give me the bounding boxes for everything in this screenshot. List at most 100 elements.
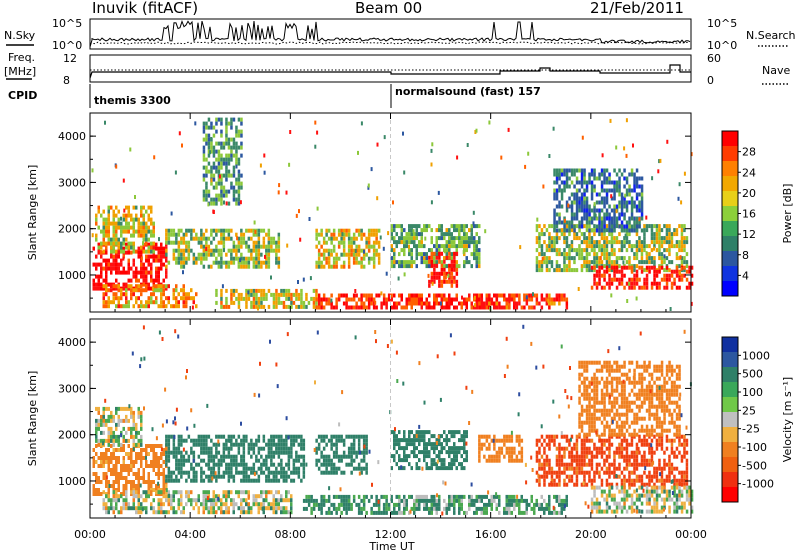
power-cell xyxy=(235,141,238,146)
power-cell xyxy=(573,168,576,173)
power-cell xyxy=(127,300,130,305)
vel-cell xyxy=(505,438,509,443)
power-cell xyxy=(590,184,594,189)
vel-cell xyxy=(137,480,140,484)
power-cell xyxy=(608,256,611,261)
power-point xyxy=(431,281,434,286)
vel-cell xyxy=(265,442,268,447)
power-cell xyxy=(468,297,471,302)
vel-cell xyxy=(132,434,135,439)
power-cell xyxy=(605,260,609,265)
vel-cell xyxy=(195,502,198,507)
power-cell xyxy=(628,256,631,261)
vel-cell xyxy=(177,438,181,443)
power-cell xyxy=(372,248,376,253)
power-cell xyxy=(157,250,160,255)
vel-cell xyxy=(115,464,118,468)
power-cell xyxy=(445,264,448,269)
vel-cell xyxy=(360,470,363,475)
power-cell xyxy=(267,240,271,245)
vel-cell xyxy=(503,438,506,443)
power-cell xyxy=(370,293,373,298)
vel-cell xyxy=(330,446,333,451)
power-cell xyxy=(588,224,591,229)
power-cell xyxy=(618,269,621,274)
power-cell xyxy=(405,236,408,241)
vel-cell xyxy=(470,502,473,507)
power-cell xyxy=(312,304,316,309)
vel-cell xyxy=(140,442,143,447)
power-cell xyxy=(568,256,571,261)
power-cell xyxy=(620,212,624,217)
power-cell xyxy=(438,251,441,256)
vel-cell xyxy=(315,450,318,455)
vel-cell xyxy=(483,494,486,499)
power-cell xyxy=(555,264,559,269)
power-cell xyxy=(450,301,453,306)
power-cell xyxy=(685,277,689,282)
power-cell xyxy=(690,265,694,270)
power-cell xyxy=(635,248,639,253)
power-cell xyxy=(430,255,434,260)
power-cell xyxy=(428,248,431,253)
power-region-5 xyxy=(215,288,318,309)
power-point xyxy=(327,252,330,257)
vel-cell xyxy=(340,438,343,443)
power-cell xyxy=(202,129,206,134)
vel-cell xyxy=(122,490,125,495)
vel-cell xyxy=(415,438,418,443)
vel-cell xyxy=(205,502,208,507)
vel-cell xyxy=(150,460,153,464)
power-cell xyxy=(210,197,213,202)
power-point xyxy=(473,295,476,300)
power-cell xyxy=(610,188,614,193)
vel-cell xyxy=(393,510,396,515)
power-cell xyxy=(398,236,401,241)
power-cell xyxy=(162,250,165,255)
power-cell xyxy=(260,304,263,309)
vel-cell xyxy=(498,446,501,451)
power-cell xyxy=(375,228,378,233)
vel-cell xyxy=(225,438,228,443)
power-cell xyxy=(215,157,218,162)
power-cell xyxy=(240,240,243,245)
vel-cell xyxy=(423,434,426,439)
vel-cell xyxy=(327,470,331,475)
power-cell xyxy=(623,184,626,189)
vel-cell xyxy=(272,478,276,483)
vel-cell xyxy=(160,472,163,476)
power-cell xyxy=(205,189,208,194)
power-cell xyxy=(167,260,171,265)
power-cell xyxy=(205,165,208,170)
vel-cell xyxy=(337,438,341,443)
power-cell xyxy=(640,208,644,213)
power-cell xyxy=(398,264,401,269)
power-cell xyxy=(635,196,639,201)
vel-cell xyxy=(112,434,115,439)
power-cell xyxy=(443,264,446,269)
vel-cell xyxy=(162,484,165,488)
vel-cell xyxy=(210,510,213,515)
power-cell xyxy=(605,228,609,233)
power-cell xyxy=(150,245,153,250)
power-cell xyxy=(172,256,176,261)
power-cell xyxy=(450,224,453,229)
power-point xyxy=(123,208,126,213)
power-cell xyxy=(473,305,476,310)
power-cell xyxy=(393,224,396,229)
vel-cell xyxy=(425,466,428,471)
power-cell xyxy=(215,193,218,198)
vel-cell xyxy=(270,446,273,451)
vel-cell xyxy=(190,502,193,507)
vel-cell xyxy=(553,510,556,515)
power-cell xyxy=(210,121,213,126)
power-cell xyxy=(147,254,150,259)
power-cell xyxy=(548,240,551,245)
vel-cell xyxy=(167,450,171,455)
power-cell xyxy=(115,304,118,309)
power-cell xyxy=(352,232,356,237)
power-cell xyxy=(237,185,241,190)
vel-cell xyxy=(127,468,130,472)
power-cell xyxy=(430,305,433,310)
power-cell xyxy=(260,292,263,297)
